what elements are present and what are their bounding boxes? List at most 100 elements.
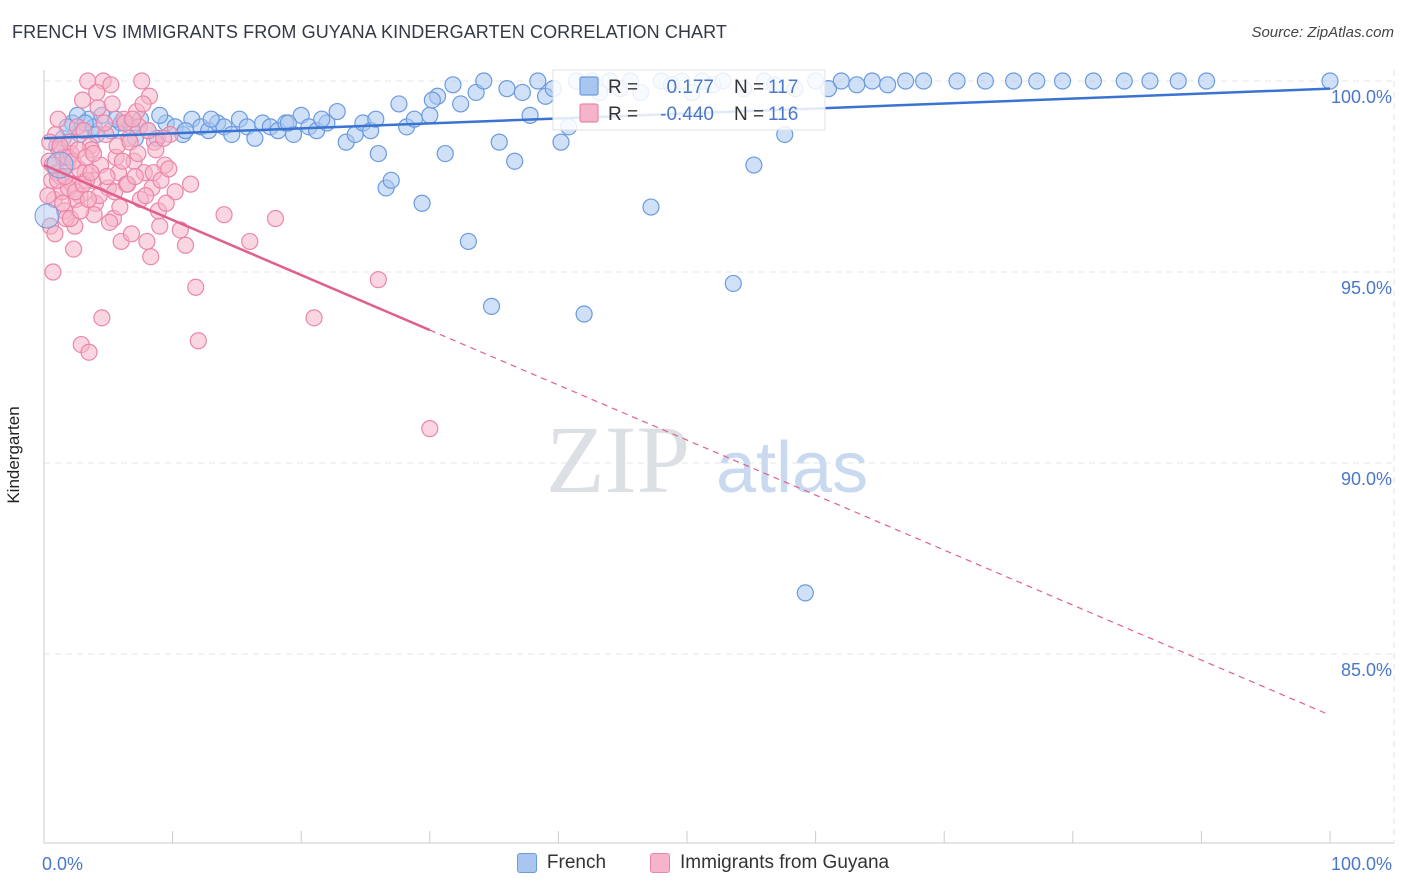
source-label: Source: ZipAtlas.com <box>1251 24 1394 41</box>
data-point <box>176 122 195 140</box>
watermark: ZIP atlas <box>546 406 868 513</box>
data-point <box>513 83 531 102</box>
data-point <box>133 72 151 90</box>
legend-label-french: French <box>546 852 607 873</box>
data-point <box>444 76 462 94</box>
stats-r-label: R = <box>608 104 638 125</box>
stats-n-label: N = <box>734 104 764 125</box>
data-point <box>552 133 570 151</box>
series-french-points <box>48 72 1339 602</box>
y-tick-labels: 100.0% 95.0% 90.0% 85.0% <box>1331 87 1392 680</box>
data-point <box>49 110 67 128</box>
data-point <box>79 190 97 209</box>
data-point <box>436 144 454 163</box>
stats-n-label: N = <box>734 77 764 98</box>
data-point <box>879 76 897 94</box>
data-point <box>82 164 100 182</box>
stats-legend: R = 0.177 N = 117 R = -0.440 N = 116 <box>552 69 826 131</box>
data-point <box>138 232 156 251</box>
data-point <box>490 133 508 151</box>
data-point <box>1028 72 1046 90</box>
watermark-zip: ZIP <box>546 406 690 513</box>
data-point <box>73 91 92 109</box>
data-point <box>151 106 169 124</box>
legend-item-french[interactable]: French <box>516 852 607 874</box>
stats-n-value: 116 <box>768 104 798 125</box>
data-point <box>421 106 439 124</box>
y-tick-label: 85.0% <box>1341 660 1392 680</box>
data-point <box>367 110 385 128</box>
data-point <box>642 198 660 216</box>
data-point <box>166 183 184 201</box>
trend-line-solid-1 <box>43 163 431 332</box>
data-point <box>182 175 200 193</box>
data-point <box>575 305 593 323</box>
legend: French Immigrants from Guyana <box>0 852 1406 874</box>
data-point <box>157 194 175 212</box>
legend-swatch-french <box>516 853 537 873</box>
data-point <box>223 125 241 144</box>
x-tick-labels: 0.0% 100.0% <box>42 854 1392 874</box>
data-point <box>863 72 881 90</box>
stats-r-value: 0.177 <box>666 77 714 98</box>
data-point <box>369 271 387 289</box>
data-point <box>95 114 114 132</box>
data-point <box>382 171 400 189</box>
data-point <box>529 72 547 90</box>
trend-lines <box>43 87 1331 716</box>
trend-line-dashed-1 <box>429 329 1331 716</box>
data-point <box>84 144 103 163</box>
data-point <box>80 343 98 361</box>
data-point <box>215 206 233 224</box>
data-point <box>724 274 742 293</box>
data-point <box>39 187 57 205</box>
data-point <box>126 167 144 186</box>
data-point <box>100 213 119 231</box>
data-point <box>832 72 850 90</box>
data-point <box>421 420 439 438</box>
legend-item-guyana[interactable]: Immigrants from Guyana <box>650 852 889 874</box>
y-tick-label: 100.0% <box>1331 87 1392 107</box>
data-point <box>151 217 169 235</box>
data-point <box>113 152 132 170</box>
data-point <box>142 248 160 266</box>
series-guyana-points <box>39 72 439 438</box>
data-point <box>1197 72 1216 90</box>
data-point <box>241 232 259 251</box>
data-point <box>897 72 915 90</box>
data-point <box>848 76 866 94</box>
data-point <box>44 263 62 281</box>
data-point <box>93 309 111 327</box>
data-point <box>139 122 157 140</box>
data-point <box>124 110 142 128</box>
data-point <box>506 152 524 170</box>
data-point <box>111 198 129 216</box>
data-point <box>1084 72 1102 90</box>
data-point <box>390 95 408 113</box>
data-point <box>1141 72 1159 90</box>
data-point <box>246 129 264 147</box>
data-point <box>475 72 493 90</box>
data-point <box>1115 72 1133 90</box>
data-point <box>1053 72 1072 90</box>
data-point <box>796 584 814 602</box>
data-point <box>1169 72 1187 90</box>
data-point <box>915 72 933 90</box>
legend-swatch-guyana <box>650 853 671 873</box>
data-points <box>34 72 1339 602</box>
stats-swatch-0 <box>579 76 599 96</box>
data-point <box>202 110 220 128</box>
data-point <box>266 209 285 228</box>
x-tick-label-min: 0.0% <box>42 854 83 874</box>
data-point <box>498 80 516 98</box>
data-point <box>189 332 207 350</box>
data-point <box>75 122 93 140</box>
data-point <box>452 95 470 113</box>
stats-r-label: R = <box>608 77 638 98</box>
data-point <box>328 102 346 121</box>
data-point <box>313 110 331 128</box>
legend-label-guyana: Immigrants from Guyana <box>680 852 890 873</box>
data-point <box>423 91 441 109</box>
data-point <box>88 83 106 102</box>
